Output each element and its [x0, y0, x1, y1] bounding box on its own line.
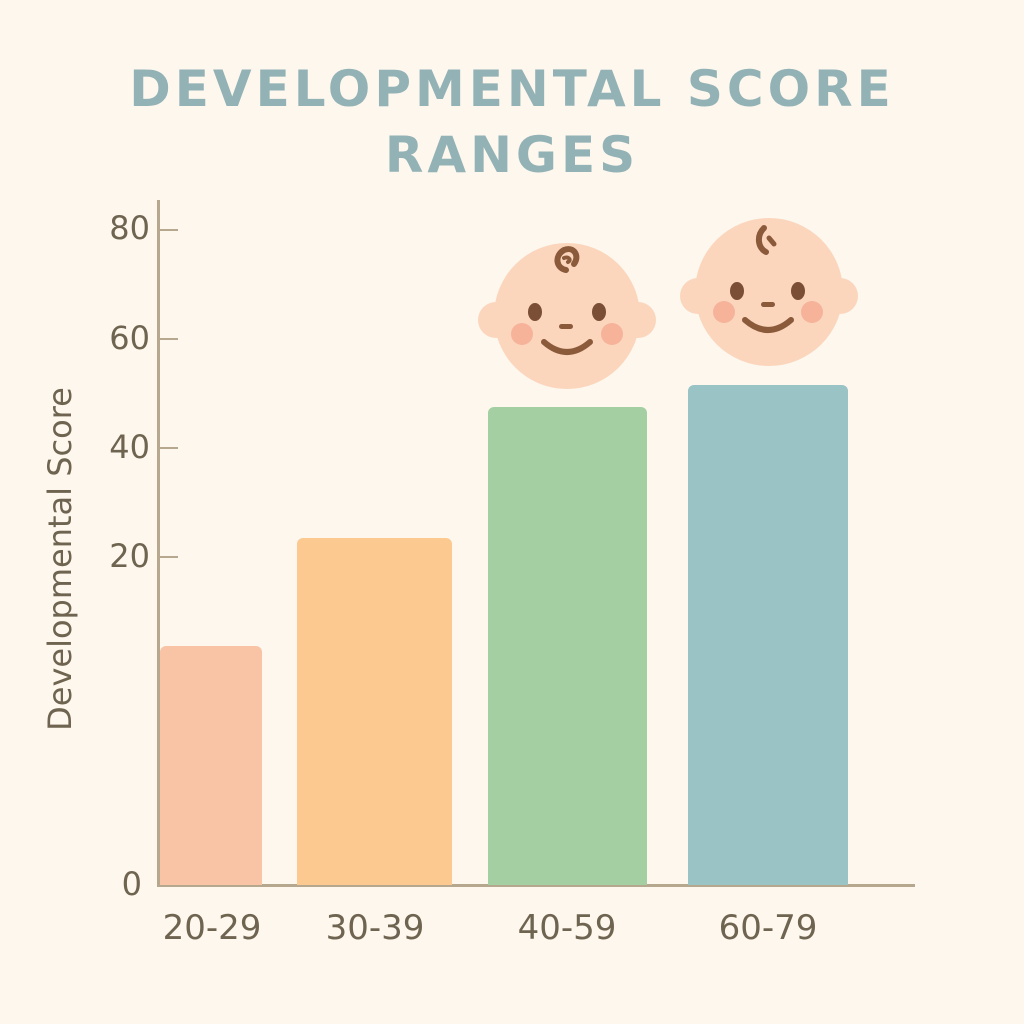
y-tick-label-20: 20 — [109, 537, 150, 575]
bar-40-59 — [488, 407, 647, 885]
baby-face-icon — [680, 218, 858, 366]
x-tick-label-30-39: 30-39 — [325, 908, 425, 948]
y-tick-label-80: 80 — [109, 209, 150, 247]
y-tick-label-60: 60 — [109, 319, 150, 357]
y-tick-80 — [160, 229, 178, 231]
y-axis-label: Developmental Score — [41, 387, 79, 731]
x-axis-line — [157, 884, 915, 887]
y-tick-60 — [160, 338, 178, 340]
x-tick-label-60-79: 60-79 — [718, 908, 818, 948]
x-tick-label-40-59: 40-59 — [517, 908, 617, 948]
y-tick-40 — [160, 447, 178, 449]
bar-60-79 — [688, 385, 848, 885]
y-tick-label-0: 0 — [121, 865, 142, 903]
bar-30-39 — [297, 538, 452, 885]
baby-face-icon — [478, 243, 656, 389]
chart-title-line2: RANGES — [384, 126, 640, 184]
chart-title-line1: DEVELOPMENTAL SCORE — [129, 60, 895, 118]
y-tick-label-40: 40 — [109, 428, 150, 466]
y-axis-line — [157, 200, 160, 887]
bar-20-29 — [160, 646, 262, 885]
x-tick-label-20-29: 20-29 — [162, 908, 262, 948]
y-tick-20 — [160, 556, 178, 558]
